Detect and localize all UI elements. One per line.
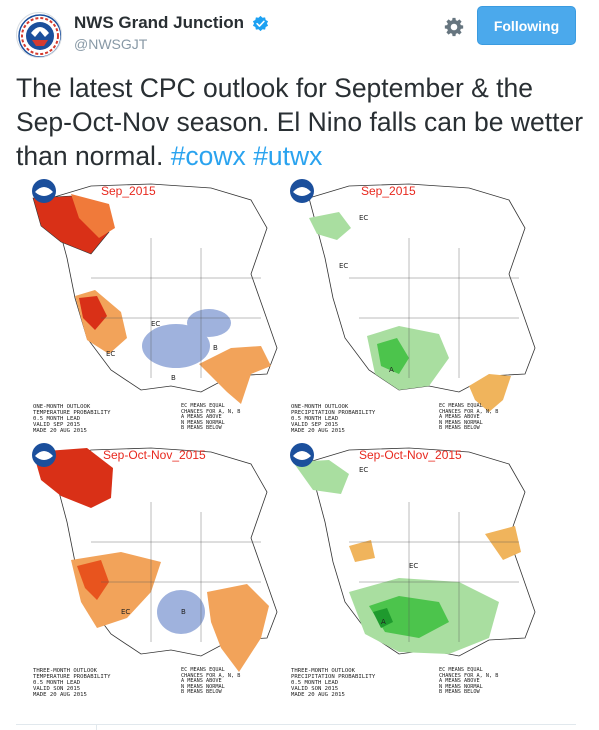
map-sep-temperature: EC EC B B Sep_2015 ONE-MONTH OUTLOOK TEM… [31,178,287,440]
divider-tick [96,724,97,730]
above-label: A [381,618,386,626]
tweet-header: NWS Grand Junction @NWSGJT Following [0,0,599,60]
ec-label: EC [409,562,418,570]
below-label: B [171,374,176,382]
map-footer: ONE-MONTH OUTLOOK PRECIPITATION PROBABIL… [291,404,376,434]
map-graphic: EC EC A [293,447,536,657]
map-title: Sep_2015 [361,184,416,198]
ec-label: EC [151,320,160,328]
ec-label: EC [106,350,115,358]
map-footer: THREE-MONTH OUTLOOK PRECIPITATION PROBAB… [291,668,376,698]
ec-label: EC [121,608,130,616]
noaa-logo-icon [290,443,314,467]
below-label: B [181,608,186,616]
nws-logo-icon [18,14,61,57]
map-title: Sep_2015 [101,184,156,198]
divider [16,724,576,725]
map-title: Sep-Oct-Nov_2015 [359,448,462,462]
map-title: Sep-Oct-Nov_2015 [103,448,206,462]
below-label: B [213,344,218,352]
map-graphic: EC B [33,447,278,672]
user-handle[interactable]: @NWSGJT [74,36,148,52]
following-button[interactable]: Following [477,6,576,45]
map-legend: EC MEANS EQUAL CHANCES FOR A, N, B A MEA… [181,667,241,696]
gear-icon[interactable] [443,16,465,38]
noaa-logo-icon [32,443,56,467]
map-footer: THREE-MONTH OUTLOOK TEMPERATURE PROBABIL… [33,668,111,698]
hashtag-link[interactable]: #utwx [253,141,323,171]
map-legend: EC MEANS EQUAL CHANCES FOR A, N, B A MEA… [439,667,499,696]
noaa-logo-icon [290,179,314,203]
tweet-text: The latest CPC outlook for September & t… [16,71,586,173]
map-sep-precipitation: EC EC A Sep_2015 ONE-MONTH OUTLOOK PRECI… [289,178,545,440]
ec-label: EC [339,262,348,270]
map-graphic: EC EC B B [32,183,278,404]
map-legend: EC MEANS EQUAL CHANCES FOR A, N, B A MEA… [439,403,499,432]
verified-badge-icon [253,15,269,31]
display-name[interactable]: NWS Grand Junction [74,13,244,32]
map-son-temperature: EC B Sep-Oct-Nov_2015 THREE-MONTH OUTLOO… [31,442,287,704]
above-label: A [389,366,394,374]
hashtag-link[interactable]: #cowx [170,141,246,171]
tweet-body: The latest CPC outlook for September & t… [16,73,584,171]
map-son-precipitation: EC EC A Sep-Oct-Nov_2015 THREE-MONTH OUT… [289,442,545,704]
map-legend: EC MEANS EQUAL CHANCES FOR A, N, B A MEA… [181,403,241,432]
ec-label: EC [359,214,368,222]
outlook-maps-image[interactable]: EC EC B B Sep_2015 ONE-MONTH OUTLOOK TEM… [31,178,545,704]
map-footer: ONE-MONTH OUTLOOK TEMPERATURE PROBABILIT… [33,404,111,434]
avatar[interactable] [16,12,62,58]
noaa-logo-icon [32,179,56,203]
name-block: NWS Grand Junction @NWSGJT [74,13,269,52]
map-graphic: EC EC A [308,183,536,412]
ec-label: EC [359,466,368,474]
